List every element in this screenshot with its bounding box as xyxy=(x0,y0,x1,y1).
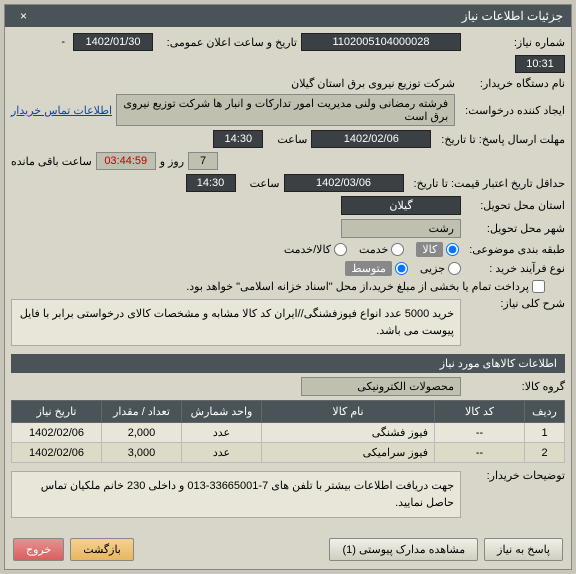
province-label: استان محل تحویل: xyxy=(465,199,565,212)
content: شماره نیاز: 1102005104000028 تاریخ و ساع… xyxy=(5,27,571,530)
th-code: کد کالا xyxy=(435,401,525,423)
radio-low[interactable]: جزیی xyxy=(420,262,461,275)
city-label: شهر محل تحویل: xyxy=(465,222,565,235)
window-title: جزئیات اطلاعات نیاز xyxy=(462,9,563,23)
cell-date: 1402/02/06 xyxy=(12,443,102,463)
announce-label: تاریخ و ساعت اعلان عمومی: xyxy=(157,36,297,49)
radio-both[interactable]: کالا/خدمت xyxy=(284,243,347,256)
cell-unit: عدد xyxy=(182,443,262,463)
summary-label: شرح کلی نیاز: xyxy=(465,297,565,310)
radio-service[interactable]: خدمت xyxy=(359,243,404,256)
cell-qty: 3,000 xyxy=(102,443,182,463)
remain-label: ساعت باقی مانده xyxy=(11,155,92,168)
th-row: ردیف xyxy=(525,401,565,423)
category-radio-group: کالا خدمت کالا/خدمت xyxy=(284,242,459,257)
cell-name: فیوز فشنگی xyxy=(262,423,435,443)
announce-time-field: 10:31 xyxy=(515,55,565,73)
announce-sep: - xyxy=(57,36,69,48)
radio-mid-input[interactable] xyxy=(395,262,408,275)
cell-name: فیوز سرامیکی xyxy=(262,443,435,463)
process-radio-group: جزیی متوسط xyxy=(345,261,461,276)
th-unit: واحد شمارش xyxy=(182,401,262,423)
back-button[interactable]: بازگشت xyxy=(70,538,134,561)
creator-label: ایجاد کننده درخواست: xyxy=(459,104,565,117)
cell-code: -- xyxy=(435,443,525,463)
cell-unit: عدد xyxy=(182,423,262,443)
summary-box: خرید 5000 عدد انواع فیوزفشنگی//ایران کد … xyxy=(11,299,461,346)
time-label-2: ساعت xyxy=(240,177,280,190)
reply-button[interactable]: پاسخ به نیاز xyxy=(484,538,563,561)
radio-service-input[interactable] xyxy=(391,243,404,256)
validity-time-field: 14:30 xyxy=(186,174,236,192)
exit-button[interactable]: خروج xyxy=(13,538,64,561)
announce-date-field: 1402/01/30 xyxy=(73,33,153,51)
window: جزئیات اطلاعات نیاز × شماره نیاز: 110200… xyxy=(4,4,572,570)
days-left-field: 7 xyxy=(188,152,218,170)
buyer-notes-label: توضیحات خریدار: xyxy=(465,469,565,482)
radio-kala[interactable]: کالا xyxy=(416,242,459,257)
cell-qty: 2,000 xyxy=(102,423,182,443)
items-section-header: اطلاعات کالاهای مورد نیاز xyxy=(11,354,565,373)
countdown-field: 03:44:59 xyxy=(96,152,156,170)
th-name: نام کالا xyxy=(262,401,435,423)
buyer-notes-box: جهت دریافت اطلاعات بیشتر با تلفن های 7-3… xyxy=(11,471,461,518)
cell-code: -- xyxy=(435,423,525,443)
category-label: طبقه بندی موضوعی: xyxy=(463,243,565,256)
radio-low-input[interactable] xyxy=(448,262,461,275)
items-table: ردیف کد کالا نام کالا واحد شمارش تعداد /… xyxy=(11,400,565,463)
buyer-name: شرکت توزیع نیروی برق استان گیلان xyxy=(11,77,461,90)
province-field: گیلان xyxy=(341,196,461,215)
process-label: نوع فرآیند خرید : xyxy=(465,262,565,275)
days-and-label: روز و xyxy=(160,155,184,168)
cell-date: 1402/02/06 xyxy=(12,423,102,443)
attachments-button[interactable]: مشاهده مدارک پیوستی (1) xyxy=(329,538,478,561)
table-row[interactable]: 2--فیوز سرامیکیعدد3,0001402/02/06 xyxy=(12,443,565,463)
goods-group-label: گروه کالا: xyxy=(465,380,565,393)
deadline-time-field: 14:30 xyxy=(213,130,263,148)
th-qty: تعداد / مقدار xyxy=(102,401,182,423)
checkbox-treasury-input[interactable] xyxy=(532,280,545,293)
table-row[interactable]: 1--فیوز فشنگیعدد2,0001402/02/06 xyxy=(12,423,565,443)
deadline-date-field: 1402/02/06 xyxy=(311,130,431,148)
radio-both-input[interactable] xyxy=(334,243,347,256)
footer: پاسخ به نیاز مشاهده مدارک پیوستی (1) باز… xyxy=(5,530,571,569)
need-number-field: 1102005104000028 xyxy=(301,33,461,51)
contact-link[interactable]: اطلاعات تماس خریدار xyxy=(11,104,112,117)
deadline-label: مهلت ارسال پاسخ: تا تاریخ: xyxy=(435,133,565,146)
goods-group-field: محصولات الکترونیکی xyxy=(301,377,461,396)
radio-kala-input[interactable] xyxy=(446,243,459,256)
validity-date-field: 1402/03/06 xyxy=(284,174,404,192)
cell-row: 1 xyxy=(525,423,565,443)
close-icon[interactable]: × xyxy=(13,9,27,23)
radio-mid[interactable]: متوسط xyxy=(345,261,408,276)
titlebar: جزئیات اطلاعات نیاز × xyxy=(5,5,571,27)
buyer-label: نام دستگاه خریدار: xyxy=(465,77,565,90)
time-label-1: ساعت xyxy=(267,133,307,146)
validity-label: حداقل تاریخ اعتبار قیمت: تا تاریخ: xyxy=(408,177,565,190)
cell-row: 2 xyxy=(525,443,565,463)
need-no-label: شماره نیاز: xyxy=(465,36,565,49)
th-date: تاریخ نیاز xyxy=(12,401,102,423)
city-field: رشت xyxy=(341,219,461,238)
creator-field: فرشته رمضانی ولنی مدیریت امور تدارکات و … xyxy=(116,94,455,126)
checkbox-treasury[interactable]: پرداخت تمام یا بخشی از مبلغ خرید،از محل … xyxy=(186,280,545,293)
